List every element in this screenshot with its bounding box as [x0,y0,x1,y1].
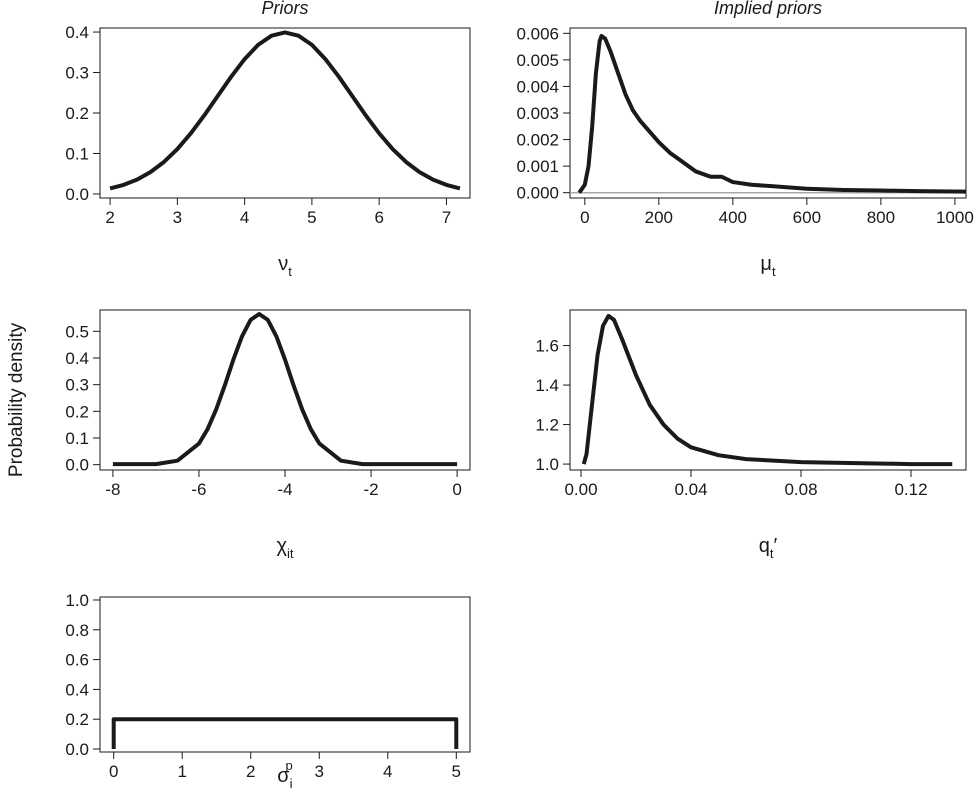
y-tick-label: 0.0 [65,456,89,475]
x-axis-label: χit [277,535,294,561]
x-axis-label: qt′ [759,535,778,561]
plot-frame [99,309,471,471]
y-tick-label: 1.0 [65,591,89,610]
x-tick-label: 6 [374,208,383,227]
y-tick-label: 0.000 [516,184,559,203]
y-tick-label: 0.2 [65,402,89,421]
density-line [581,313,953,467]
x-tick-label: 1000 [936,208,974,227]
y-tick-label: 0.003 [516,104,559,123]
x-axis-label-sup: p [286,758,293,773]
x-tick-label: 0.04 [674,480,707,499]
y-tick-label: 0.1 [65,144,89,163]
y-tick-label: 0.0 [65,740,89,759]
density-line [577,33,967,194]
x-axis-label-suffix: ′ [774,535,778,557]
y-tick-label: 1.0 [535,455,559,474]
x-tick-label: -6 [191,480,206,499]
x-tick-label: 0.00 [564,480,597,499]
x-axis-label-sub: t [770,546,774,561]
y-tick-label: 0.0 [65,185,89,204]
x-tick-label: 7 [442,208,451,227]
x-tick-label: 4 [240,208,249,227]
x-axis-label-main: χ [277,535,288,557]
x-tick-label: 400 [719,208,747,227]
x-tick-label: 800 [867,208,895,227]
density-line [109,30,461,191]
x-axis-label: σip [277,758,292,791]
plot-frame [569,27,967,199]
x-axis-label-main: ν [278,253,288,275]
x-tick-label: 3 [315,762,324,781]
x-tick-label: -4 [277,480,292,499]
x-tick-label: -2 [363,480,378,499]
plot-frame [99,27,471,199]
density-line [111,717,459,750]
y-tick-label: 1.2 [535,416,559,435]
x-axis-label-main: q [759,535,770,557]
y-tick-label: 0.004 [516,77,559,96]
y-tick-label: 0.8 [65,621,89,640]
x-axis-label-sub: t [772,264,776,279]
x-tick-label: 0 [580,208,589,227]
y-tick-label: 1.6 [535,337,559,356]
x-tick-label: 200 [645,208,673,227]
x-tick-label: 0 [109,762,118,781]
y-tick-label: 1.4 [535,376,559,395]
x-tick-label: 5 [307,208,316,227]
y-tick-label: 0.6 [65,651,89,670]
y-tick-label: 0.3 [65,64,89,83]
x-tick-label: 1 [177,762,186,781]
y-tick-label: 0.4 [65,23,89,42]
x-axis-label-sub: it [287,546,294,561]
panel-title: Implied priors [714,0,822,18]
x-axis-label: μt [760,253,776,279]
y-tick-label: 0.2 [65,710,89,729]
x-axis-label-main: μ [760,253,772,275]
x-tick-label: 600 [793,208,821,227]
x-axis-label-sub: i [290,776,293,791]
x-axis-label: νt [278,253,292,279]
x-tick-label: 3 [173,208,182,227]
x-axis-label-sub: t [288,264,292,279]
x-tick-label: 4 [383,762,392,781]
y-tick-label: 0.1 [65,429,89,448]
x-tick-label: 2 [246,762,255,781]
y-tick-label: 0.4 [65,349,89,368]
y-tick-label: 0.006 [516,24,559,43]
panel-title: Priors [261,0,308,18]
y-axis-label: Probability density [6,322,27,477]
x-tick-label: 5 [452,762,461,781]
x-tick-label: -8 [105,480,120,499]
y-tick-label: 0.001 [516,157,559,176]
plot-frame [99,596,471,753]
y-tick-label: 0.005 [516,51,559,70]
plot-frame [569,309,967,471]
density-line [112,312,458,467]
x-tick-label: 0.12 [894,480,927,499]
y-tick-label: 0.3 [65,376,89,395]
x-tick-label: 2 [105,208,114,227]
y-tick-label: 0.2 [65,104,89,123]
y-tick-label: 0.4 [65,680,89,699]
x-tick-label: 0.08 [784,480,817,499]
x-tick-label: 0 [452,480,461,499]
x-axis-label-main: σ [277,765,290,787]
y-tick-label: 0.5 [65,322,89,341]
y-tick-label: 0.002 [516,131,559,150]
